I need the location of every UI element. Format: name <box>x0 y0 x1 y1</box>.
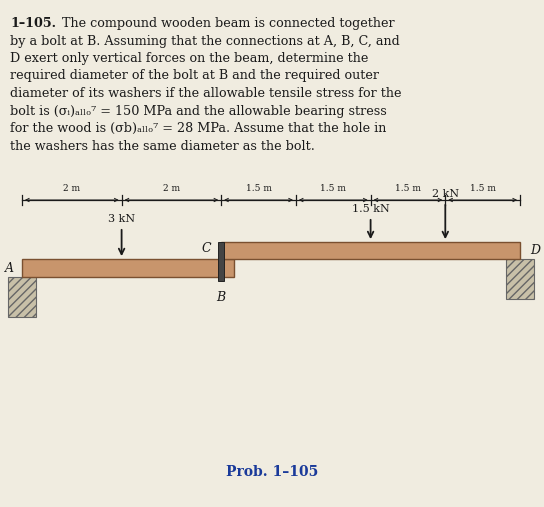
Text: A: A <box>4 262 14 274</box>
Text: B: B <box>217 291 226 304</box>
Text: C: C <box>202 242 211 255</box>
Text: 1.5 m: 1.5 m <box>320 184 346 193</box>
Bar <box>506 259 534 299</box>
Bar <box>221 242 520 259</box>
Text: 1.5 m: 1.5 m <box>395 184 421 193</box>
Text: 2 kN: 2 kN <box>432 189 459 199</box>
Text: 3 kN: 3 kN <box>108 214 135 224</box>
Text: Prob. 1–105: Prob. 1–105 <box>226 465 318 479</box>
Text: by a bolt at B. Assuming that the connections at A, B, C, and: by a bolt at B. Assuming that the connec… <box>10 34 400 48</box>
Bar <box>22 259 234 277</box>
Text: 1.5 kN: 1.5 kN <box>352 204 390 214</box>
Text: 1.5 m: 1.5 m <box>245 184 271 193</box>
Text: D exert only vertical forces on the beam, determine the: D exert only vertical forces on the beam… <box>10 52 368 65</box>
Text: D: D <box>530 244 540 257</box>
Text: 2 m: 2 m <box>63 184 81 193</box>
Text: diameter of its washers if the allowable tensile stress for the: diameter of its washers if the allowable… <box>10 87 401 100</box>
Text: bolt is (σᵢ)ₐₗₗₒ⁷ = 150 MPa and the allowable bearing stress: bolt is (σᵢ)ₐₗₗₒ⁷ = 150 MPa and the allo… <box>10 104 387 118</box>
Text: 2 m: 2 m <box>163 184 180 193</box>
Text: the washers has the same diameter as the bolt.: the washers has the same diameter as the… <box>10 139 315 153</box>
Text: for the wood is (σb)ₐₗₗₒ⁷ = 28 MPa. Assume that the hole in: for the wood is (σb)ₐₗₗₒ⁷ = 28 MPa. Assu… <box>10 122 386 135</box>
Text: The compound wooden beam is connected together: The compound wooden beam is connected to… <box>62 17 394 30</box>
Text: 1–105.: 1–105. <box>10 17 56 30</box>
Text: 1.5 m: 1.5 m <box>469 184 496 193</box>
Text: required diameter of the bolt at B and the required outer: required diameter of the bolt at B and t… <box>10 69 379 83</box>
Bar <box>8 277 36 317</box>
Bar <box>218 242 224 281</box>
